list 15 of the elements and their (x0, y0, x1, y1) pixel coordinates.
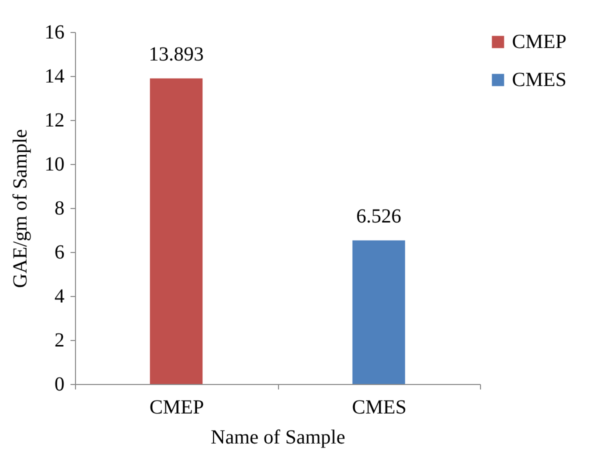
y-tick-label: 12 (44, 110, 64, 132)
y-tick-label: 14 (44, 66, 64, 88)
y-tick-label: 2 (54, 330, 64, 352)
legend-label: CMEP (512, 31, 566, 53)
x-axis-title: Name of Sample (210, 426, 346, 448)
y-axis-title: GAE/gm of Sample (10, 128, 32, 288)
y-tick-label: 6 (54, 242, 64, 264)
y-tick-label: 8 (54, 198, 64, 220)
y-tick-label: 16 (44, 22, 64, 44)
y-tick-label: 0 (54, 374, 64, 396)
y-tick-label: 10 (44, 154, 64, 176)
data-label: 13.893 (148, 43, 204, 66)
legend-label: CMES (512, 69, 566, 91)
y-tick-label: 4 (54, 286, 64, 308)
data-label: 6.526 (356, 205, 402, 228)
